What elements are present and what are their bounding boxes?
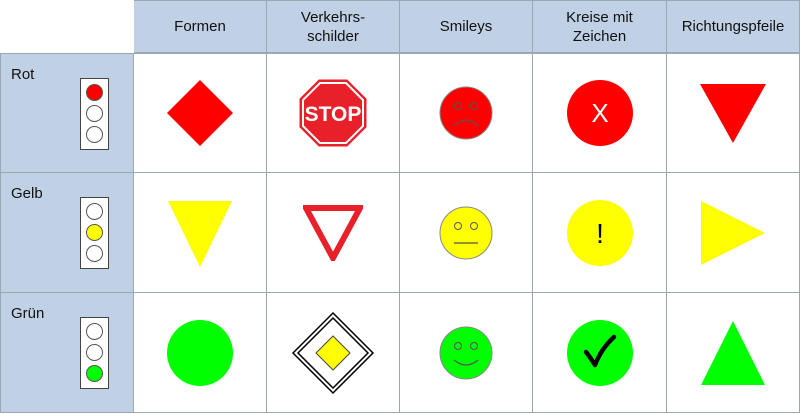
x-mark: X <box>591 98 608 128</box>
row-header-rot: Rot <box>0 53 134 173</box>
cell-gruen-smileys <box>400 293 533 413</box>
lamp-yellow-off <box>86 105 103 122</box>
exclamation-circle-icon: ! <box>566 199 633 266</box>
lamp-red-on <box>86 84 103 101</box>
traffic-light-red-icon <box>80 78 109 150</box>
column-header-formen: Formen <box>134 0 267 53</box>
column-header-smileys: Smileys <box>400 0 533 53</box>
neutral-smiley-icon <box>439 206 493 259</box>
cell-gruen-richtungspfeile <box>667 293 800 413</box>
row-label-rot: Rot <box>11 66 35 83</box>
cell-gruen-formen <box>134 293 267 413</box>
cell-gruen-kreise <box>533 293 667 413</box>
lamp-green-on <box>86 365 103 382</box>
down-arrow-triangle-icon <box>700 84 766 143</box>
traffic-light-yellow-icon <box>80 197 109 269</box>
check-circle-icon <box>566 319 633 386</box>
right-arrow-triangle-icon <box>701 200 765 265</box>
lamp-red-off <box>86 203 103 220</box>
green-circle-icon <box>167 319 233 386</box>
column-header-kreise: Kreise mit Zeichen <box>533 0 667 53</box>
yield-sign-icon <box>303 204 363 261</box>
yellow-triangle-icon <box>168 200 232 267</box>
cell-gruen-verkehrsschilder <box>267 293 400 413</box>
row-header-gelb: Gelb <box>0 173 134 293</box>
stop-sign-icon: STOP <box>299 79 367 147</box>
row-label-gruen: Grün <box>11 305 45 322</box>
stop-sign-text: STOP <box>305 103 362 126</box>
x-circle-icon: X <box>566 80 633 146</box>
lamp-yellow-off <box>86 344 103 361</box>
lamp-yellow-on <box>86 224 103 241</box>
lamp-red-off <box>86 323 103 340</box>
lamp-green-off <box>86 126 103 143</box>
cell-gelb-verkehrsschilder <box>267 173 400 293</box>
happy-smiley-icon <box>439 326 493 379</box>
up-arrow-triangle-icon <box>701 320 765 385</box>
cell-gelb-formen <box>134 173 267 293</box>
cell-rot-smileys <box>400 53 533 173</box>
cell-rot-formen <box>134 53 267 173</box>
cell-rot-richtungspfeile <box>667 53 800 173</box>
cell-gelb-kreise: ! <box>533 173 667 293</box>
column-header-richtungspfeile: Richtungspfeile <box>667 0 800 53</box>
cell-gelb-smileys <box>400 173 533 293</box>
red-diamond-icon <box>167 80 233 146</box>
cell-rot-verkehrsschilder: STOP <box>267 53 400 173</box>
corner-cell <box>0 0 134 53</box>
priority-road-sign-icon <box>291 311 375 394</box>
cell-gelb-richtungspfeile <box>667 173 800 293</box>
column-header-verkehrsschilder: Verkehrs- schilder <box>267 0 400 53</box>
row-label-gelb: Gelb <box>11 185 43 202</box>
exclamation-mark: ! <box>596 218 604 249</box>
row-header-gruen: Grün <box>0 293 134 413</box>
cell-rot-kreise: X <box>533 53 667 173</box>
sad-smiley-icon <box>439 86 493 140</box>
traffic-light-green-icon <box>80 317 109 389</box>
lamp-green-off <box>86 245 103 262</box>
